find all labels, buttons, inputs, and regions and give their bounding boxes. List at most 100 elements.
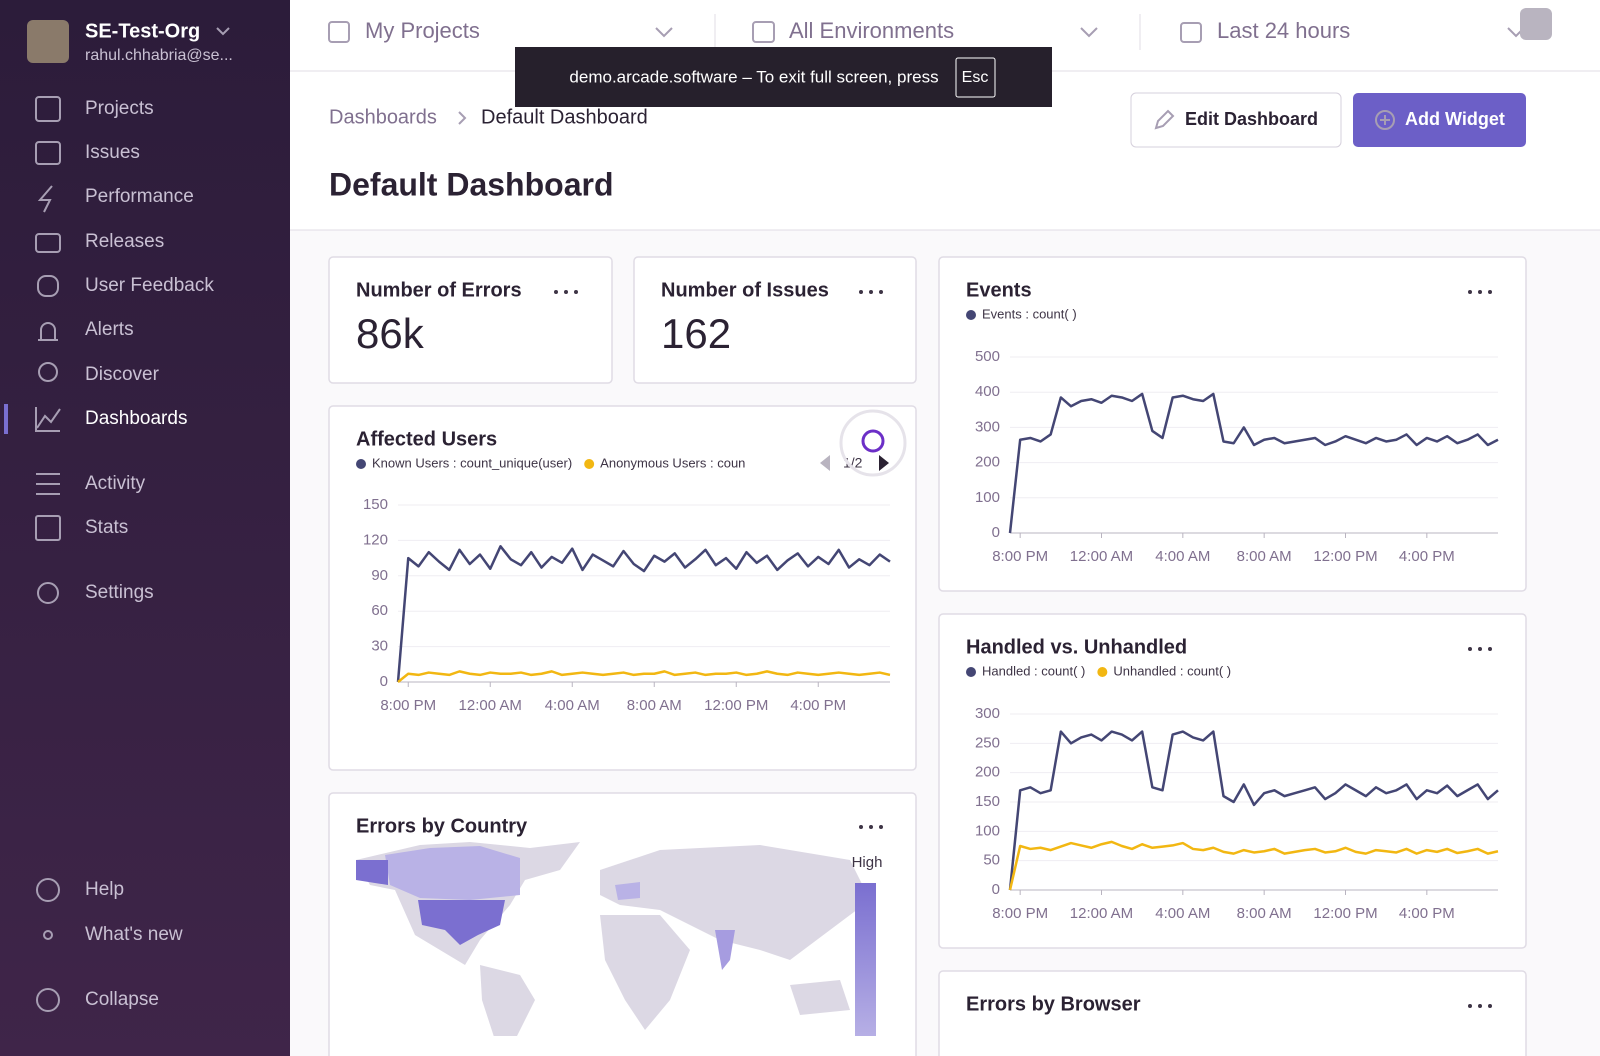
chevron[interactable] — [1080, 27, 1098, 38]
big-number: 86k — [356, 310, 425, 357]
y-tick-label: 100 — [975, 489, 1000, 506]
card — [633, 256, 917, 384]
nav-item[interactable]: Settings — [85, 582, 154, 603]
breadcrumb-separator — [458, 111, 467, 125]
edit-button-label[interactable]: Edit Dashboard — [1185, 109, 1318, 129]
x-tick-label: 12:00 AM — [1070, 548, 1133, 565]
nav-item[interactable]: User Feedback — [85, 275, 214, 296]
x-tick-label: 4:00 PM — [1399, 548, 1455, 565]
sidebar — [0, 0, 290, 1056]
nav-item[interactable]: What's new — [85, 924, 183, 945]
x-tick-label: 4:00 AM — [1155, 548, 1210, 565]
nav-item[interactable]: Collapse — [85, 989, 159, 1010]
add-button-label[interactable]: Add Widget — [1405, 109, 1505, 129]
nav-item[interactable]: Issues — [85, 142, 140, 163]
nav-icon — [43, 930, 53, 940]
widget-title: Errors by Country — [356, 815, 528, 837]
add-button[interactable] — [1353, 93, 1526, 147]
y-tick-label: 200 — [975, 764, 1000, 781]
widget-title: Events — [966, 279, 1032, 301]
nav-item-active[interactable]: Dashboards — [85, 408, 187, 429]
chevron[interactable] — [655, 27, 673, 38]
nav-item[interactable]: Releases — [85, 231, 164, 252]
legend-label: Known Users : count_unique(user) — [372, 455, 572, 470]
env-icon — [752, 21, 775, 43]
nav-item[interactable]: Discover — [85, 364, 160, 385]
x-tick-label: 8:00 PM — [992, 905, 1048, 922]
y-tick-label: 0 — [992, 881, 1000, 898]
nav-icon — [35, 515, 61, 541]
nav-item[interactable]: Help — [85, 879, 124, 900]
edit-button[interactable] — [1130, 92, 1342, 148]
nav-icon — [36, 988, 60, 1012]
y-tick-label: 150 — [975, 793, 1000, 810]
calendar-icon — [1180, 22, 1202, 43]
land — [790, 980, 850, 1015]
nav-item[interactable]: Activity — [85, 473, 146, 494]
org-name[interactable]: SE-Test-Org — [85, 20, 200, 42]
key-label: Esc — [962, 69, 989, 86]
x-tick-label: 8:00 AM — [627, 697, 682, 714]
card — [938, 256, 1527, 592]
nav-icon — [36, 878, 60, 902]
next-page[interactable] — [879, 455, 889, 471]
y-tick-label: 150 — [363, 496, 388, 513]
nav-item[interactable]: Stats — [85, 517, 128, 538]
y-tick-label: 120 — [363, 531, 388, 548]
x-tick-label: 12:00 PM — [1313, 905, 1377, 922]
breadcrumb-link[interactable]: Dashboards — [329, 106, 437, 128]
fullscreen-button[interactable] — [1520, 8, 1552, 40]
x-tick-label: 4:00 PM — [1399, 905, 1455, 922]
widget-title: Affected Users — [356, 428, 497, 450]
org-chevron[interactable] — [216, 27, 230, 36]
land — [480, 965, 535, 1036]
project-icon — [328, 21, 350, 43]
menu-dots[interactable] — [554, 290, 1492, 1008]
nav-icon — [38, 362, 58, 382]
x-tick-label: 4:00 PM — [790, 697, 846, 714]
nav-icon — [35, 96, 61, 122]
user-email: rahul.chhabria@se... — [85, 47, 233, 64]
project-selector[interactable]: My Projects — [365, 18, 480, 43]
legend-swatch — [966, 310, 976, 320]
series-line — [1008, 392, 1499, 534]
india — [715, 930, 735, 970]
nav-item[interactable]: Alerts — [85, 319, 134, 340]
y-tick-label: 90 — [371, 567, 388, 584]
avatar — [27, 20, 69, 63]
series-line — [1008, 730, 1499, 891]
usa — [418, 900, 505, 945]
page-title: Default Dashboard — [329, 166, 613, 202]
toast-text: demo.arcade.software – To exit full scre… — [569, 67, 938, 86]
cursor — [861, 429, 885, 453]
legend-label: Handled : count( ) — [982, 663, 1085, 678]
y-tick-label: 60 — [371, 602, 388, 619]
environment-selector[interactable]: All Environments — [789, 18, 954, 43]
active-indicator — [4, 404, 8, 434]
legend-label: Events : count( ) — [982, 306, 1077, 321]
period-selector[interactable]: Last 24 hours — [1217, 18, 1350, 43]
series-line — [397, 670, 891, 683]
y-tick-label: 200 — [975, 454, 1000, 471]
y-tick-label: 100 — [975, 822, 1000, 839]
nav-icon — [35, 141, 61, 165]
prev-page[interactable] — [820, 455, 830, 471]
legend-swatch — [966, 667, 976, 677]
y-tick-label: 300 — [975, 418, 1000, 435]
y-tick-label: 250 — [975, 734, 1000, 751]
nav-item[interactable]: Performance — [85, 186, 194, 207]
y-tick-label: 500 — [975, 348, 1000, 365]
x-tick-label: 12:00 AM — [459, 697, 522, 714]
land — [600, 845, 870, 960]
series-line — [396, 545, 891, 683]
alaska — [356, 860, 388, 885]
nav: Projects Issues Performance Releases Use… — [4, 96, 214, 1012]
nav-icon — [36, 408, 61, 429]
pencil-icon — [1154, 109, 1175, 130]
breadcrumb-current: Default Dashboard — [481, 106, 648, 128]
widget-title: Handled vs. Unhandled — [966, 636, 1187, 658]
legend-swatch — [356, 459, 366, 469]
nav-item[interactable]: Projects — [85, 98, 154, 119]
card — [328, 405, 917, 771]
x-tick-label: 12:00 PM — [1313, 548, 1377, 565]
